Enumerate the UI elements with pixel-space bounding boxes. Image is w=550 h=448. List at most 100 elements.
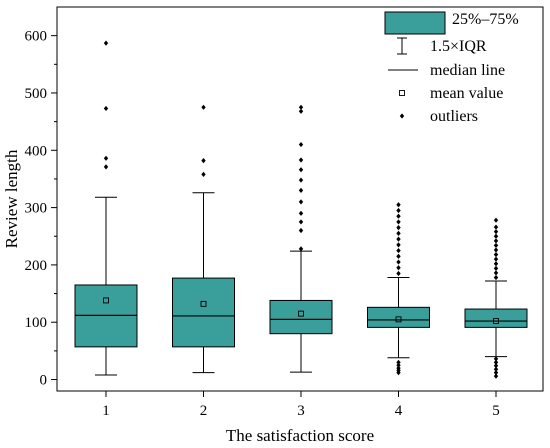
- legend-label: 25%–75%: [452, 11, 519, 28]
- y-tick-label: 300: [25, 201, 48, 217]
- outlier-point: [396, 247, 401, 254]
- outlier-point: [298, 141, 304, 148]
- y-tick-label: 0: [40, 373, 48, 389]
- y-tick-label: 100: [25, 315, 48, 331]
- x-tick-label: 5: [492, 403, 500, 419]
- outlier-point: [201, 104, 206, 110]
- outlier-point: [298, 157, 304, 163]
- mean-marker: [493, 318, 499, 325]
- outlier-point: [396, 253, 401, 259]
- outlier-point: [396, 202, 401, 208]
- outlier-point: [298, 210, 304, 216]
- outlier-point: [493, 270, 499, 276]
- x-axis: 1 2 3 4 5: [102, 391, 500, 419]
- outlier-point: [493, 356, 499, 362]
- y-axis-label: Review length: [2, 149, 21, 248]
- outlier-point: [493, 373, 499, 379]
- y-tick-label: 500: [25, 86, 48, 102]
- boxes-group: [74, 40, 528, 379]
- outlier-point: [103, 105, 109, 112]
- outlier-point: [396, 242, 401, 248]
- legend-square-swatch: [399, 90, 405, 96]
- outlier-point: [103, 155, 109, 161]
- x-tick-label: 2: [200, 403, 208, 419]
- outlier-point: [103, 164, 109, 170]
- box-5: [464, 217, 528, 379]
- legend-diamond-swatch: [399, 113, 405, 119]
- outlier-point: [493, 229, 499, 235]
- outlier-point: [493, 238, 499, 244]
- outlier-point: [396, 362, 401, 368]
- legend-item: 25%–75%: [384, 11, 519, 35]
- legend-item: 1.5×IQR: [397, 37, 487, 55]
- outlier-point: [396, 225, 401, 231]
- legend-item: outliers: [399, 108, 478, 125]
- outlier-point: [201, 158, 206, 164]
- y-axis: 0 100 200 300 400 500 600: [25, 29, 57, 389]
- outlier-point: [298, 246, 304, 252]
- legend-label: mean value: [430, 85, 503, 102]
- outlier-point: [493, 233, 499, 239]
- outlier-point: [396, 207, 401, 214]
- outlier-point: [396, 270, 401, 277]
- outlier-point: [493, 370, 499, 376]
- iqr-box: [367, 306, 430, 328]
- mean-marker: [103, 297, 109, 304]
- legend-item: mean value: [399, 85, 503, 102]
- box-3: [269, 104, 333, 373]
- outlier-point: [396, 265, 401, 271]
- legend: 25%–75% 1.5×IQR median line mean value outli…: [384, 11, 519, 125]
- outlier-point: [493, 256, 499, 262]
- outlier-point: [396, 236, 401, 242]
- y-tick-label: 400: [25, 143, 48, 159]
- outlier-point: [298, 104, 304, 110]
- mean-marker: [395, 316, 402, 323]
- outlier-point: [493, 217, 499, 223]
- legend-box-swatch: [384, 11, 446, 35]
- outlier-point: [298, 219, 304, 225]
- outlier-point: [298, 177, 304, 183]
- outlier-point: [396, 359, 401, 365]
- outlier-point: [493, 224, 499, 230]
- outlier-point: [396, 230, 401, 236]
- outlier-point: [493, 242, 499, 249]
- outlier-point: [298, 167, 304, 173]
- outlier-point: [493, 261, 499, 267]
- mean-marker: [298, 310, 304, 317]
- legend-label: median line: [430, 62, 505, 79]
- outlier-point: [493, 265, 499, 271]
- outlier-point: [298, 199, 304, 205]
- plot-frame: [56, 6, 544, 392]
- legend-label: 1.5×IQR: [430, 38, 487, 55]
- outlier-point: [396, 365, 401, 371]
- outlier-point: [396, 213, 401, 219]
- iqr-box: [172, 277, 235, 348]
- legend-label: outliers: [430, 108, 478, 125]
- y-tick-label: 200: [25, 258, 48, 274]
- box-4: [367, 202, 430, 376]
- x-tick-label: 4: [395, 403, 403, 419]
- outlier-point: [201, 171, 206, 177]
- outlier-point: [298, 227, 304, 234]
- outlier-point: [493, 274, 499, 281]
- outlier-point: [493, 366, 499, 372]
- iqr-box: [269, 299, 333, 335]
- outlier-point: [493, 359, 499, 365]
- outlier-point: [396, 259, 401, 265]
- x-tick-label: 1: [102, 403, 110, 419]
- mean-marker: [200, 300, 207, 307]
- outlier-point: [493, 363, 499, 369]
- outlier-point: [103, 40, 109, 46]
- y-tick-label: 600: [25, 29, 48, 45]
- outlier-point: [493, 247, 499, 253]
- box-1: [74, 40, 138, 376]
- x-tick-label: 3: [297, 403, 305, 419]
- outlier-point: [493, 251, 499, 258]
- legend-item: median line: [388, 62, 505, 79]
- outlier-point: [396, 219, 401, 225]
- outlier-point: [298, 187, 304, 194]
- x-axis-label: The satisfaction score: [226, 426, 374, 445]
- outlier-point: [298, 108, 304, 114]
- box-2: [172, 104, 235, 374]
